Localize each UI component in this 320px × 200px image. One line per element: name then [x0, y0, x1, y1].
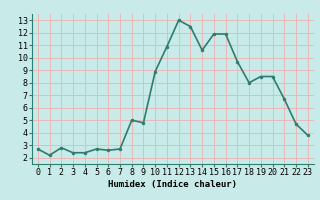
X-axis label: Humidex (Indice chaleur): Humidex (Indice chaleur)	[108, 180, 237, 189]
